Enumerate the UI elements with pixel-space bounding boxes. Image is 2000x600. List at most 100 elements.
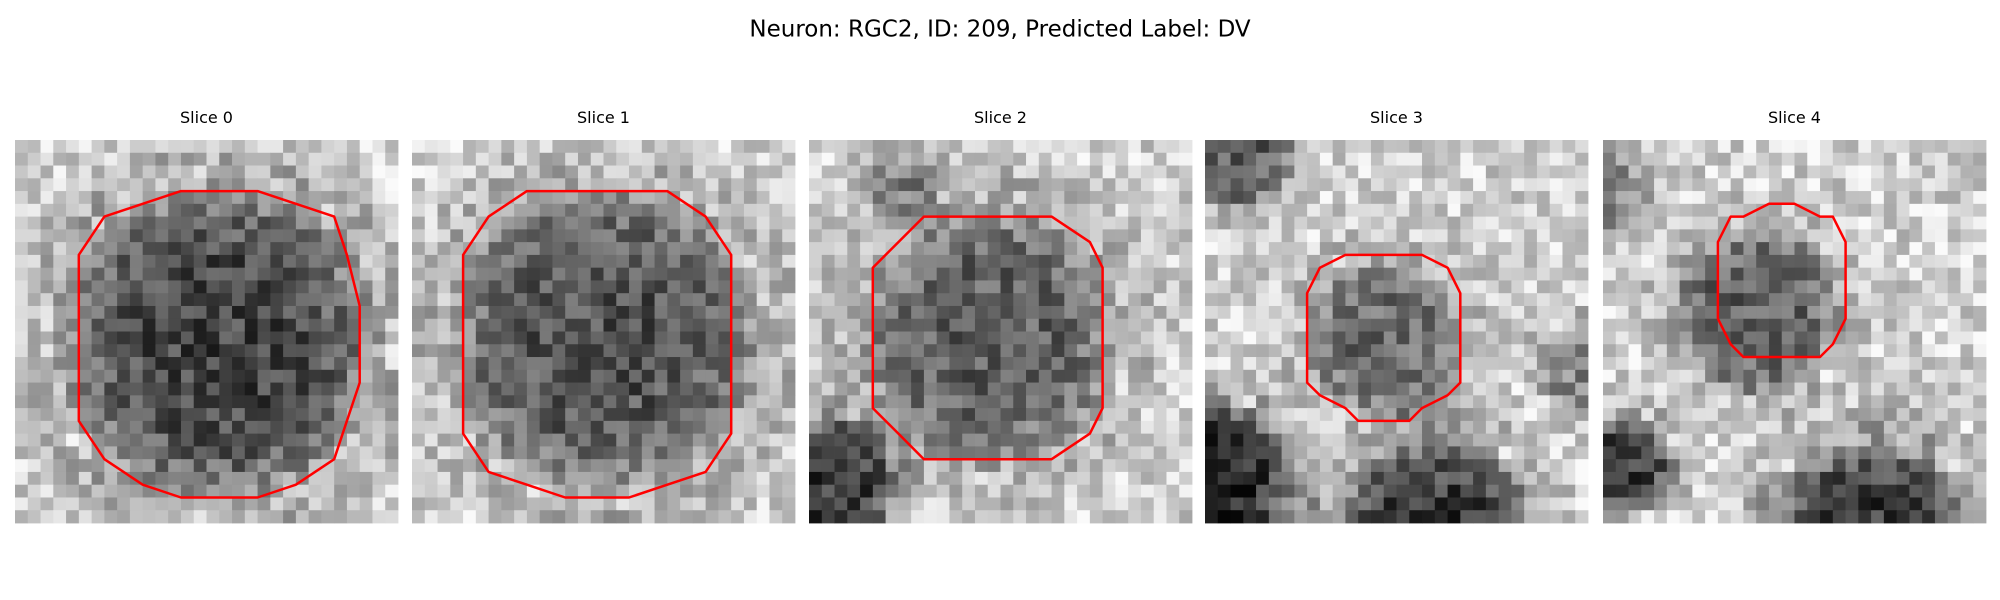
pixel [27, 344, 41, 358]
pixel [501, 267, 515, 281]
pixel [1807, 293, 1821, 307]
pixel [1256, 510, 1270, 524]
pixel [1460, 484, 1474, 498]
pixel [295, 408, 310, 422]
pixel [1524, 318, 1538, 332]
pixel [756, 344, 770, 358]
pixel [860, 242, 874, 256]
pixel [117, 433, 131, 447]
pixel [1603, 280, 1617, 294]
pixel [1603, 305, 1617, 320]
pixel [680, 140, 694, 154]
pixel [1858, 203, 1872, 217]
pixel [412, 165, 426, 179]
pixel [974, 242, 989, 256]
pixel [1383, 165, 1397, 179]
pixel [180, 216, 195, 230]
pixel [1217, 280, 1231, 294]
pixel [936, 395, 950, 409]
pixel [1717, 382, 1732, 396]
pixel [616, 420, 630, 435]
pixel [372, 446, 386, 460]
pixel [424, 216, 438, 230]
pixel [1858, 165, 1872, 179]
pixel [1153, 433, 1167, 447]
pixel [27, 497, 41, 511]
pixel [1205, 242, 1219, 256]
pixel [1845, 203, 1859, 217]
pixel [1128, 140, 1142, 154]
pixel [1498, 420, 1512, 435]
pixel [40, 293, 54, 307]
pixel [1422, 433, 1436, 447]
pixel [1217, 408, 1231, 422]
pixel [1730, 395, 1744, 409]
pixel [616, 369, 630, 383]
pixel [1294, 242, 1308, 256]
pixel [66, 510, 80, 524]
pixel [1717, 254, 1732, 269]
pixel [1485, 165, 1500, 179]
pixel [232, 382, 246, 396]
pixel [1654, 510, 1668, 524]
pixel [412, 152, 426, 166]
pixel [680, 484, 694, 498]
pixel [552, 280, 566, 294]
pixel [1345, 446, 1359, 460]
pixel [1960, 497, 1974, 511]
pixel [142, 433, 156, 447]
pixel [1511, 165, 1525, 179]
pixel [1205, 497, 1219, 511]
pixel [590, 203, 604, 217]
pixel [359, 471, 373, 486]
pixel [1768, 178, 1783, 192]
pixel [40, 242, 54, 256]
pixel [501, 216, 515, 230]
pixel [1883, 369, 1898, 383]
pixel [193, 497, 207, 511]
pixel [91, 305, 105, 320]
pixel [1383, 152, 1397, 166]
pixel [860, 369, 874, 383]
pixel [321, 140, 335, 154]
pixel [1743, 357, 1757, 371]
pixel [987, 203, 1001, 217]
pixel [1281, 497, 1295, 511]
pixel [641, 395, 655, 409]
pixel [359, 484, 373, 498]
pixel [501, 305, 515, 320]
pixel [782, 305, 796, 320]
pixel [962, 471, 976, 486]
pixel [1524, 203, 1538, 217]
pixel [270, 395, 284, 409]
pixel [1562, 369, 1576, 383]
pixel [142, 178, 156, 192]
pixel [27, 293, 41, 307]
pixel [616, 395, 630, 409]
pixel [680, 293, 694, 307]
pixel [1679, 216, 1693, 230]
pixel [219, 382, 233, 396]
pixel [1179, 305, 1193, 320]
pixel [514, 140, 528, 154]
pixel [1281, 229, 1295, 243]
pixel [1807, 242, 1821, 256]
pixel [463, 318, 477, 332]
pixel [987, 152, 1001, 166]
pixel [1243, 357, 1257, 371]
pixel [1473, 484, 1487, 498]
pixel [1922, 408, 1936, 422]
pixel [1832, 497, 1846, 511]
pixel [1205, 433, 1219, 447]
pixel [743, 178, 758, 192]
pixel [206, 293, 220, 307]
pixel [1064, 242, 1078, 256]
pixel [1332, 497, 1346, 511]
pixel [590, 280, 604, 294]
pixel [232, 331, 246, 345]
pixel [692, 254, 707, 269]
pixel [66, 344, 80, 358]
pixel [488, 382, 502, 396]
pixel [590, 216, 604, 230]
pixel [1064, 140, 1078, 154]
